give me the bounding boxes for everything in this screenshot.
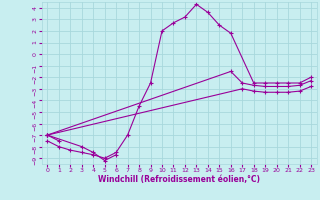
X-axis label: Windchill (Refroidissement éolien,°C): Windchill (Refroidissement éolien,°C) bbox=[98, 175, 260, 184]
